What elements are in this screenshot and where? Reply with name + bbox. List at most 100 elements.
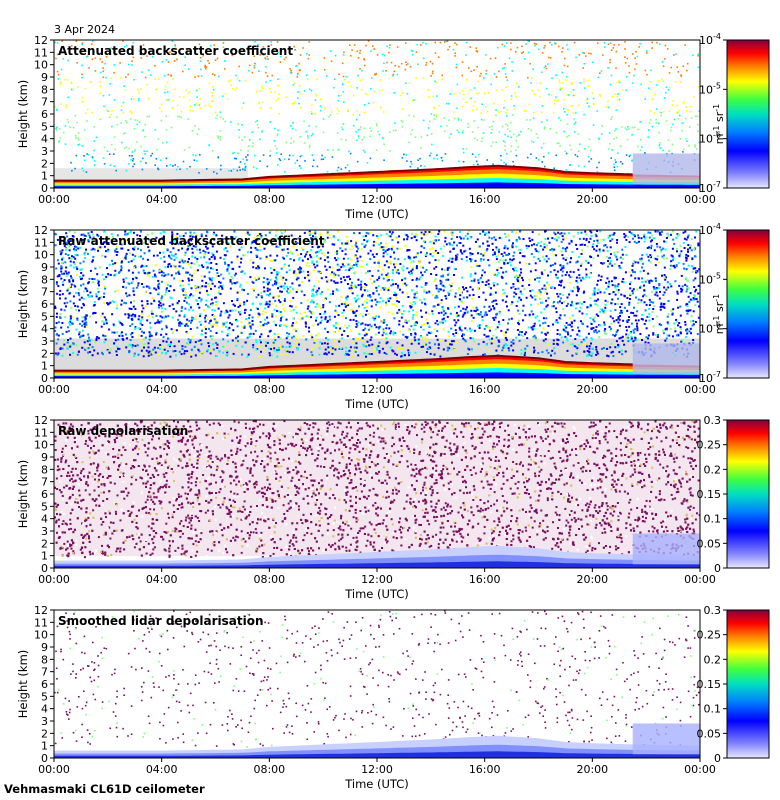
noise-dot <box>365 345 368 348</box>
noise-dot <box>498 236 501 239</box>
noise-dot <box>541 255 544 258</box>
noise-dot <box>596 166 598 169</box>
noise-dot <box>278 282 281 285</box>
noise-dot <box>218 280 221 283</box>
noise-dot <box>694 277 697 280</box>
noise-dot <box>282 248 285 251</box>
noise-dot <box>315 319 317 322</box>
noise-dot <box>84 319 87 321</box>
noise-dot <box>66 118 69 121</box>
noise-dot <box>348 324 351 327</box>
noise-dot <box>307 137 309 139</box>
noise-dot <box>76 254 79 257</box>
noise-dot <box>306 262 309 264</box>
noise-dot <box>685 106 687 108</box>
noise-dot <box>108 263 111 266</box>
noise-dot <box>240 271 243 273</box>
noise-dot <box>378 265 381 268</box>
noise-dot <box>615 340 618 343</box>
noise-dot <box>512 342 515 345</box>
noise-dot <box>290 325 293 328</box>
noise-dot <box>442 289 445 292</box>
noise-dot <box>458 327 461 330</box>
noise-dot <box>293 270 296 273</box>
noise-dot <box>529 62 531 65</box>
noise-dot <box>440 299 443 302</box>
noise-dot <box>640 257 643 260</box>
noise-dot <box>293 45 295 48</box>
noise-dot <box>388 46 391 49</box>
noise-dot <box>222 95 224 97</box>
noise-dot <box>662 294 665 296</box>
noise-dot <box>323 254 326 257</box>
noise-dot <box>105 319 108 322</box>
noise-dot <box>208 327 210 330</box>
noise-dot <box>411 303 414 306</box>
noise-dot <box>333 315 336 318</box>
noise-dot <box>413 99 415 101</box>
noise-dot <box>655 291 658 294</box>
noise-dot <box>476 265 479 267</box>
noise-dot <box>639 42 641 45</box>
noise-dot <box>404 244 407 247</box>
noise-dot <box>280 353 283 356</box>
noise-dot <box>257 265 260 268</box>
noise-dot <box>689 111 692 113</box>
noise-dot <box>530 129 533 132</box>
noise-dot <box>388 77 391 79</box>
noise-dot <box>454 55 456 57</box>
noise-dot <box>396 286 399 289</box>
noise-dot <box>672 257 675 260</box>
noise-dot <box>564 330 567 333</box>
noise-dot <box>141 318 144 321</box>
noise-dot <box>436 113 438 116</box>
noise-dot <box>512 114 514 116</box>
noise-dot <box>191 255 194 258</box>
noise-dot <box>676 334 678 337</box>
noise-dot <box>623 306 626 309</box>
noise-dot <box>555 96 557 98</box>
noise-dot <box>556 142 559 145</box>
noise-dot <box>213 171 215 173</box>
noise-dot <box>252 344 255 346</box>
noise-dot <box>253 64 256 67</box>
noise-dot <box>59 250 62 253</box>
noise-dot <box>274 280 277 283</box>
noise-dot <box>246 336 249 339</box>
noise-dot <box>229 49 232 52</box>
noise-dot <box>103 341 106 344</box>
noise-dot <box>192 318 195 321</box>
noise-dot <box>277 336 280 339</box>
noise-dot <box>563 130 565 133</box>
noise-dot <box>428 96 430 98</box>
noise-dot <box>57 262 60 265</box>
noise-dot <box>485 106 487 108</box>
noise-dot <box>120 331 123 334</box>
noise-dot <box>562 266 565 269</box>
noise-dot <box>621 126 623 128</box>
noise-dot <box>465 54 467 56</box>
noise-dot <box>74 253 77 256</box>
noise-dot <box>218 290 220 293</box>
noise-dot <box>124 257 127 260</box>
noise-dot <box>468 98 471 100</box>
noise-dot <box>54 41 56 44</box>
noise-dot <box>63 309 66 312</box>
noise-dot <box>441 74 443 77</box>
noise-dot <box>74 114 77 117</box>
noise-dot <box>496 326 499 329</box>
noise-dot <box>495 349 498 352</box>
noise-dot <box>419 266 422 269</box>
noise-dot <box>129 325 132 327</box>
noise-dot <box>513 269 516 272</box>
noise-dot <box>176 303 179 306</box>
noise-dot <box>177 242 180 245</box>
noise-dot <box>409 305 412 308</box>
noise-dot <box>113 274 116 277</box>
noise-dot <box>274 234 277 237</box>
noise-dot <box>633 234 636 237</box>
noise-dot <box>261 313 263 316</box>
noise-dot <box>269 278 272 281</box>
noise-dot <box>331 353 334 355</box>
noise-dot <box>490 132 493 134</box>
